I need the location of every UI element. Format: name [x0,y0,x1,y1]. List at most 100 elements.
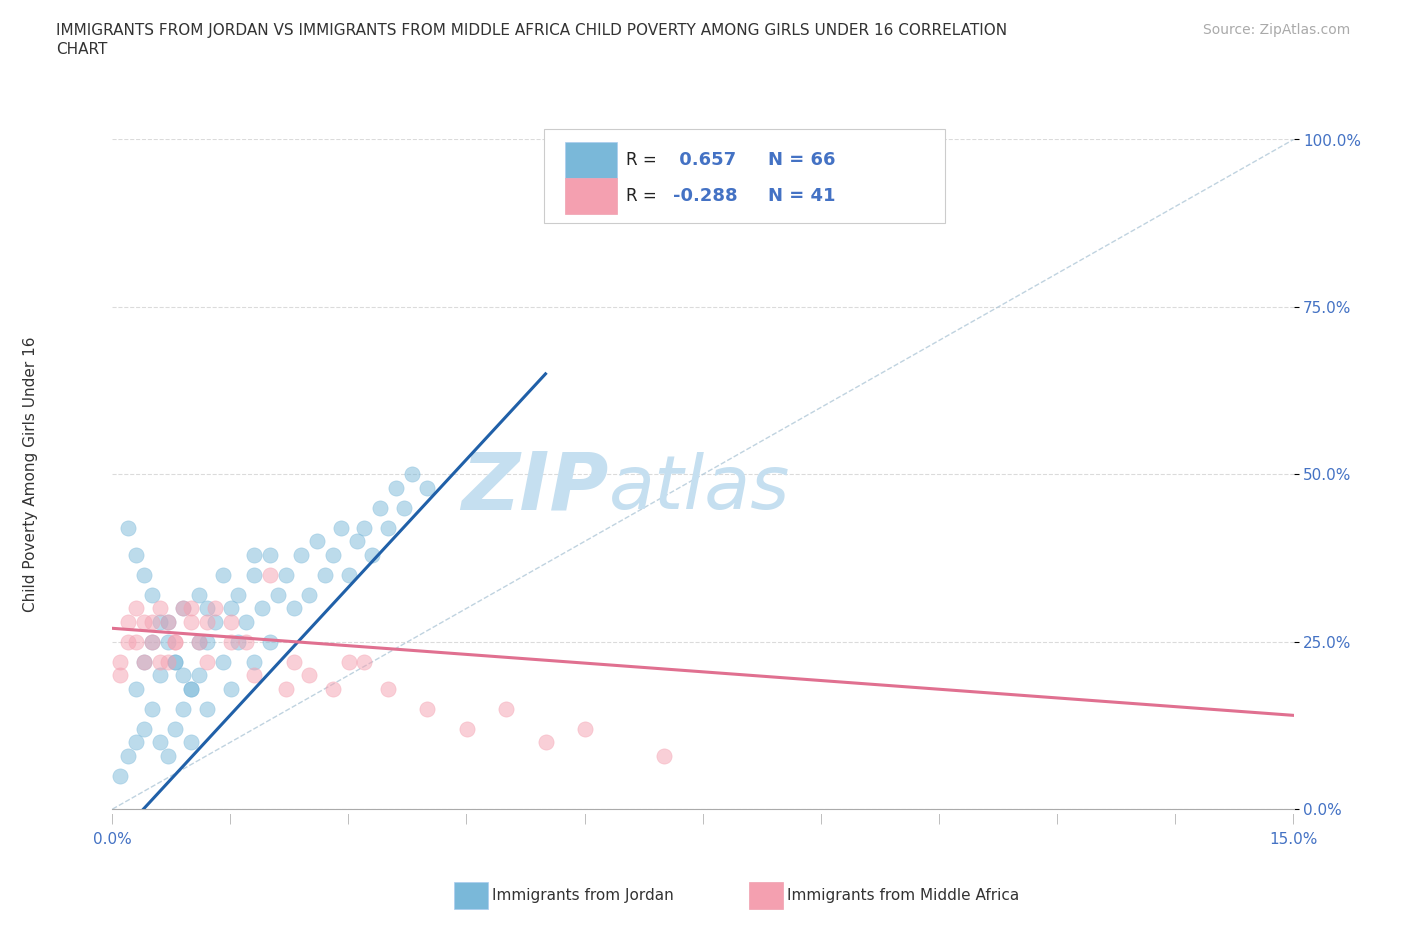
Text: 0.657: 0.657 [673,151,737,168]
Point [392,500,415,515]
Text: Child Poverty Among Girls Under 16: Child Poverty Among Girls Under 16 [24,337,38,612]
Point [243,655,266,670]
Text: |: | [111,814,114,824]
Point [290,547,312,562]
Point [534,735,557,750]
Point [149,601,172,616]
Point [267,588,290,603]
Point [110,668,132,683]
Point [259,547,281,562]
Point [235,614,257,629]
Point [322,681,344,696]
Point [298,668,321,683]
Point [204,614,226,629]
Text: -0.288: -0.288 [673,188,738,206]
Point [117,748,139,763]
Point [156,748,179,763]
Point [156,655,179,670]
Text: R =: R = [626,188,657,206]
Point [141,614,163,629]
Point [322,547,344,562]
Point [416,701,439,716]
Point [149,614,172,629]
Text: Source: ZipAtlas.com: Source: ZipAtlas.com [1202,23,1350,37]
FancyBboxPatch shape [565,179,617,215]
Point [204,601,226,616]
Point [228,634,250,649]
Point [574,722,596,737]
Text: |: | [702,814,704,824]
Point [125,547,148,562]
Point [314,567,336,582]
Point [337,567,360,582]
Point [259,567,281,582]
Point [329,521,352,536]
Point [180,681,202,696]
Point [149,735,172,750]
Point [117,614,139,629]
Text: |: | [347,814,350,824]
Point [235,634,257,649]
Point [456,722,478,737]
Text: CHART: CHART [56,42,108,57]
Point [274,567,297,582]
Text: |: | [465,814,468,824]
Point [283,601,305,616]
Point [188,668,211,683]
Point [219,614,242,629]
Point [132,722,155,737]
Point [180,681,202,696]
Point [195,655,218,670]
Point [117,634,139,649]
Text: Immigrants from Middle Africa: Immigrants from Middle Africa [787,887,1019,903]
Point [172,668,194,683]
Point [125,634,148,649]
Point [180,614,202,629]
Point [141,588,163,603]
Point [298,588,321,603]
Text: R =: R = [626,151,657,168]
Text: |: | [1174,814,1177,824]
Point [377,521,399,536]
Point [165,634,187,649]
Point [219,601,242,616]
Text: |: | [820,814,823,824]
Text: N = 66: N = 66 [768,151,835,168]
Point [211,655,233,670]
Point [401,467,423,482]
Point [250,601,273,616]
Point [180,601,202,616]
Text: atlas: atlas [609,452,790,524]
Point [195,601,218,616]
Point [385,480,408,495]
Point [172,701,194,716]
Point [495,701,517,716]
Point [195,634,218,649]
Point [188,588,211,603]
Point [132,655,155,670]
Point [132,614,155,629]
Point [307,534,329,549]
Point [156,634,179,649]
Point [368,500,391,515]
FancyBboxPatch shape [544,129,945,223]
Point [377,681,399,696]
Point [337,655,360,670]
Point [110,768,132,783]
Point [180,735,202,750]
Point [219,681,242,696]
Point [195,614,218,629]
Point [125,681,148,696]
Point [353,655,375,670]
Text: |: | [583,814,586,824]
Point [211,567,233,582]
Text: Immigrants from Jordan: Immigrants from Jordan [492,887,673,903]
Point [416,480,439,495]
Point [156,614,179,629]
Point [259,634,281,649]
Point [188,634,211,649]
FancyBboxPatch shape [565,141,617,178]
Point [219,634,242,649]
Point [195,701,218,716]
Text: |: | [229,814,232,824]
